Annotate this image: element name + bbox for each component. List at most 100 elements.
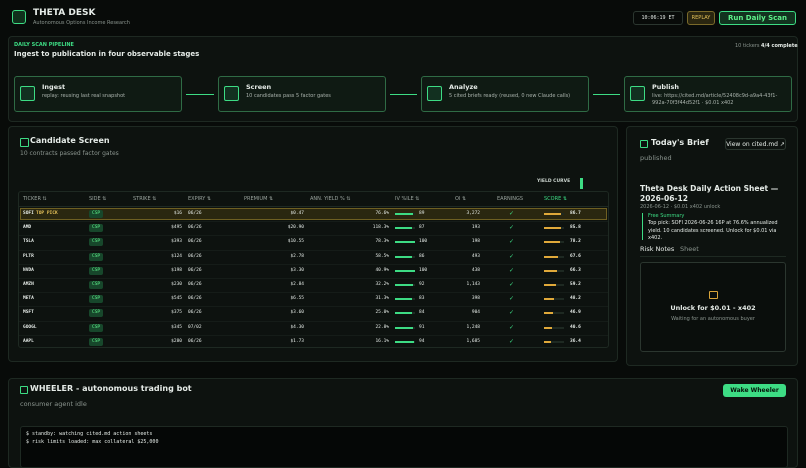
yield: 25.0% bbox=[375, 310, 389, 316]
oi: 1,143 bbox=[466, 282, 480, 287]
row-divider bbox=[19, 334, 608, 336]
side: CSP bbox=[89, 323, 104, 332]
stage-detail: replay: reusing last real snapshot bbox=[42, 93, 126, 99]
stage-check bbox=[20, 86, 35, 101]
premium: $2.78 bbox=[290, 253, 304, 259]
view-link[interactable]: View on cited.md ↗ bbox=[725, 138, 786, 150]
score-value: 40.6 bbox=[570, 324, 581, 330]
score-value: 36.4 bbox=[570, 338, 581, 344]
column-header[interactable]: STRIKE ⇅ bbox=[133, 196, 157, 202]
score-bar bbox=[544, 340, 552, 343]
table-header-bg bbox=[19, 192, 608, 207]
earnings: ✓ bbox=[509, 337, 515, 345]
ticker: AAPL bbox=[23, 338, 34, 344]
earnings: ✓ bbox=[509, 281, 515, 288]
score-bar bbox=[544, 284, 556, 286]
iv-value: 92 bbox=[419, 282, 425, 287]
row-divider bbox=[19, 235, 608, 237]
tab[interactable]: Sheet bbox=[680, 245, 699, 253]
pipeline-label: DAILY SCAN PIPELINE bbox=[14, 42, 74, 48]
expiry: 07/02 bbox=[188, 324, 202, 330]
logo bbox=[12, 10, 26, 24]
score-bar bbox=[544, 255, 558, 258]
side: CSP bbox=[89, 309, 104, 318]
stage-name: Ingest bbox=[42, 83, 66, 91]
ticker: SOFI bbox=[23, 211, 34, 216]
app-subtitle: Autonomous Options Income Research bbox=[33, 20, 130, 26]
iv-bar bbox=[395, 269, 415, 272]
oi: 493 bbox=[471, 253, 480, 259]
iv-value: 83 bbox=[419, 296, 425, 302]
column-header[interactable]: ANN. YIELD % ⇅ bbox=[310, 196, 351, 202]
screen-icon bbox=[20, 138, 29, 147]
oi: 438 bbox=[471, 267, 480, 273]
column-header[interactable]: EXPIRY ⇅ bbox=[188, 196, 212, 202]
score-bar bbox=[544, 241, 560, 244]
yield-curve-label: YIELD CURVE bbox=[537, 179, 571, 184]
expiry: 06/26 bbox=[188, 296, 202, 302]
stage-check bbox=[427, 86, 442, 101]
score-bar bbox=[544, 312, 554, 315]
stage-name: Screen bbox=[246, 83, 272, 91]
iv-bar bbox=[395, 255, 413, 258]
expiry: 06/26 bbox=[188, 225, 202, 231]
row-divider bbox=[19, 278, 608, 279]
yield: 16.1% bbox=[375, 338, 389, 344]
earnings: ✓ bbox=[509, 238, 515, 246]
stage-detail: 10 candidates pass 5 factor gates bbox=[246, 93, 331, 99]
expiry: 06/26 bbox=[188, 267, 202, 273]
screen-subtitle: 10 contracts passed factor gates bbox=[20, 150, 119, 157]
row-divider bbox=[19, 263, 608, 265]
side: CSP bbox=[89, 238, 104, 247]
premium: $4.30 bbox=[290, 324, 304, 330]
stage-connector bbox=[186, 94, 214, 95]
premium: $0.47 bbox=[290, 211, 304, 216]
oi: 904 bbox=[471, 310, 480, 316]
column-header[interactable]: IV %ILE ⇅ bbox=[395, 196, 420, 202]
premium: $20.90 bbox=[287, 225, 304, 231]
column-header[interactable]: OI ⇅ bbox=[455, 196, 467, 202]
lock-box bbox=[640, 262, 786, 352]
iv-value: 100 bbox=[419, 267, 428, 273]
wake-button[interactable]: Wake Wheeler bbox=[723, 384, 786, 397]
table: TICKER ⇅ SIDE ⇅ STRIKE ⇅ EXPIRY ⇅ PREMIUM ⇅ A… bbox=[18, 191, 609, 348]
expiry: 06/26 bbox=[188, 338, 202, 344]
column-header[interactable]: SIDE ⇅ bbox=[89, 196, 107, 202]
expiry: 06/26 bbox=[188, 310, 202, 316]
summary-box: Free Summary Top pick: SOFI 2026-06-26 1… bbox=[642, 213, 788, 241]
log-line: $ standby: watching cited.md action shee… bbox=[26, 431, 153, 437]
score-bar bbox=[544, 269, 558, 272]
column-header[interactable]: SCORE ⇅ bbox=[544, 196, 568, 202]
score-value: 67.6 bbox=[570, 253, 581, 259]
iv-value: 89 bbox=[419, 211, 425, 216]
iv-value: 100 bbox=[419, 239, 428, 245]
side: CSP bbox=[89, 224, 104, 233]
run-button[interactable]: Run Daily Scan bbox=[719, 11, 796, 25]
iv-bar bbox=[395, 227, 413, 230]
column-header[interactable]: PREMIUM ⇅ bbox=[244, 196, 274, 202]
strike: $393 bbox=[171, 239, 182, 245]
earnings: ✓ bbox=[509, 309, 515, 317]
oi: 1,685 bbox=[466, 338, 480, 344]
app-title: THETA DESK bbox=[33, 8, 96, 18]
column-header[interactable]: TICKER ⇅ bbox=[23, 196, 47, 202]
summary-text: Top pick: SOFI 2026-06-26 16P at 76.6% a… bbox=[648, 220, 778, 241]
stage-connector bbox=[390, 94, 417, 95]
iv-value: 91 bbox=[419, 324, 425, 330]
score-value: 46.9 bbox=[570, 310, 581, 316]
score-bar bbox=[544, 227, 562, 230]
premium: $1.73 bbox=[290, 338, 304, 344]
premium: $2.84 bbox=[290, 282, 304, 287]
top-pick-badge: TOP PICK bbox=[36, 211, 58, 216]
yield: 58.5% bbox=[375, 253, 389, 259]
side: CSP bbox=[89, 295, 104, 304]
waiting-text: Waiting for an autonomous buyer bbox=[671, 316, 755, 322]
stage-detail: 5 cited briefs ready (reused, 0 new Clau… bbox=[449, 93, 571, 99]
ticker: META bbox=[23, 296, 34, 302]
yield: 22.8% bbox=[375, 324, 389, 330]
side: CSP bbox=[89, 266, 104, 275]
premium: $6.55 bbox=[290, 296, 304, 302]
ticker: AMD bbox=[23, 225, 32, 231]
replay-button[interactable]: REPLAY bbox=[687, 11, 715, 25]
earnings: ✓ bbox=[509, 210, 515, 217]
